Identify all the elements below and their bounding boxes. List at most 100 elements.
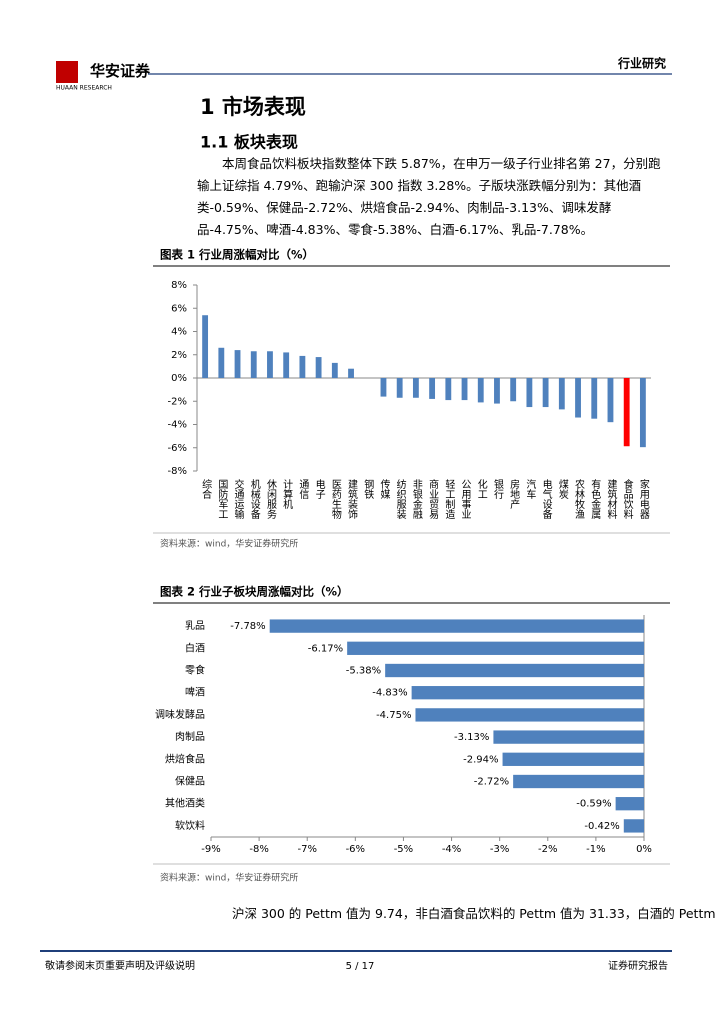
subheading: 1.1 板块表现 (200, 133, 298, 152)
bar (639, 378, 646, 448)
bar (250, 351, 257, 378)
y-tick-label: 烘焙食品 (165, 752, 205, 765)
chart-source: 资料来源：wind，华安证券研究所 (160, 538, 298, 550)
bar (513, 774, 644, 789)
value-label: -4.83% (372, 688, 407, 699)
bar (331, 362, 338, 378)
y-tick-label: 零食 (185, 664, 205, 677)
bar (526, 378, 533, 408)
bar (412, 378, 419, 398)
value-label: -2.72% (474, 777, 509, 788)
x-tick-label: 家用电器 (637, 478, 649, 520)
value-label: -7.78% (230, 621, 265, 632)
x-tick-label: 交通运输 (232, 478, 244, 520)
y-tick-label: -8% (168, 466, 187, 477)
chart-title: 图表 1 行业周涨幅对比（%） (160, 248, 314, 262)
x-tick-label: 非银金融 (410, 479, 422, 520)
x-tick-label: 机械设备 (248, 478, 260, 520)
x-tick-label: -7% (297, 844, 316, 855)
bar (269, 619, 644, 633)
logo-sub: HUAAN RESEARCH (56, 85, 112, 92)
value-label: -4.75% (376, 710, 411, 721)
bar (445, 378, 452, 401)
bar (385, 663, 644, 678)
bar (429, 378, 436, 399)
bar (575, 378, 581, 418)
x-tick-label: -8% (249, 844, 268, 855)
bar (615, 797, 644, 811)
x-tick-label: -5% (394, 844, 413, 855)
x-tick-label: 计算机 (281, 478, 293, 510)
y-tick-label: 8% (171, 280, 187, 291)
y-tick-label: 保健品 (175, 775, 205, 788)
x-tick-label: -4% (442, 844, 461, 855)
y-tick-label: 0% (171, 373, 187, 384)
value-label: -3.13% (454, 732, 489, 743)
y-tick-label: 4% (171, 327, 187, 338)
value-label: -5.38% (346, 666, 381, 677)
y-tick-label: -4% (168, 420, 187, 431)
bar (477, 378, 484, 403)
x-tick-label: -9% (201, 844, 220, 855)
logo-text: 华安证券 (90, 62, 151, 80)
value-label: -0.59% (576, 799, 611, 810)
bar (623, 378, 630, 447)
y-tick-label: 乳品 (185, 619, 205, 632)
paragraph: 沪深 300 的 Pettm 值为 9.74，非白酒食品饮料的 Pettm 值为… (232, 906, 716, 921)
bar (510, 378, 517, 402)
bar (283, 352, 290, 378)
x-tick-label: 轻工制造 (443, 478, 455, 519)
x-tick-label: 传媒 (378, 479, 390, 500)
bar (494, 378, 500, 404)
logo-mark (56, 61, 78, 83)
bar (380, 378, 387, 397)
bar (502, 752, 644, 766)
y-tick-label: 调味发酵品 (155, 708, 205, 721)
value-label: -2.94% (463, 754, 498, 765)
x-tick-label: 汽车 (524, 478, 536, 500)
chart-title: 图表 2 行业子板块周涨幅对比（%） (160, 585, 349, 599)
x-tick-label: 医药生物 (329, 479, 341, 520)
x-tick-label: 电气设备 (540, 478, 552, 520)
bar (623, 819, 644, 833)
bar (267, 351, 273, 378)
x-tick-label: 农林牧渔 (573, 478, 585, 520)
x-tick-label: 建筑装饰 (346, 478, 358, 520)
header-section: 行业研究 (617, 56, 666, 71)
bar (202, 315, 209, 378)
y-tick-label: 6% (171, 303, 187, 314)
bar (347, 641, 644, 655)
chart-source: 资料来源：wind，华安证券研究所 (160, 872, 298, 884)
x-tick-label: 综合 (200, 478, 212, 500)
x-tick-label: 煤炭 (556, 478, 568, 500)
x-tick-label: 商业贸易 (427, 478, 439, 520)
x-tick-label: 休闲服务 (264, 479, 276, 520)
bar (461, 378, 468, 401)
paragraph: 本周食品饮料板块指数整体下跌 5.87%，在申万一级子行业排名第 27，分别跑输… (197, 156, 661, 237)
bar (396, 378, 403, 398)
x-tick-label: 银行 (491, 478, 503, 500)
x-tick-label: 纺织服装 (394, 478, 406, 520)
bar (415, 708, 644, 722)
y-tick-label: 软饮料 (175, 819, 205, 832)
x-tick-label: 公用事业 (459, 479, 471, 519)
y-tick-label: 2% (171, 350, 187, 361)
heading: 1 市场表现 (200, 95, 306, 119)
x-tick-label: -6% (346, 844, 365, 855)
x-tick-label: 食品饮料 (621, 478, 633, 520)
footer-page: 5 / 17 (346, 961, 375, 972)
x-tick-label: 0% (636, 844, 652, 855)
bar (411, 686, 644, 700)
value-label: -0.42% (584, 821, 619, 832)
x-tick-label: 电子 (313, 478, 325, 499)
x-tick-label: 钢铁 (362, 478, 374, 500)
value-label: -6.17% (308, 643, 343, 654)
bar (299, 355, 306, 378)
footer-left: 敬请参阅末页重要声明及评级说明 (45, 959, 195, 972)
y-tick-label: 肉制品 (175, 730, 205, 743)
bar (234, 350, 241, 378)
y-tick-label: 其他酒类 (165, 797, 205, 810)
x-tick-label: 建筑材料 (605, 478, 617, 520)
